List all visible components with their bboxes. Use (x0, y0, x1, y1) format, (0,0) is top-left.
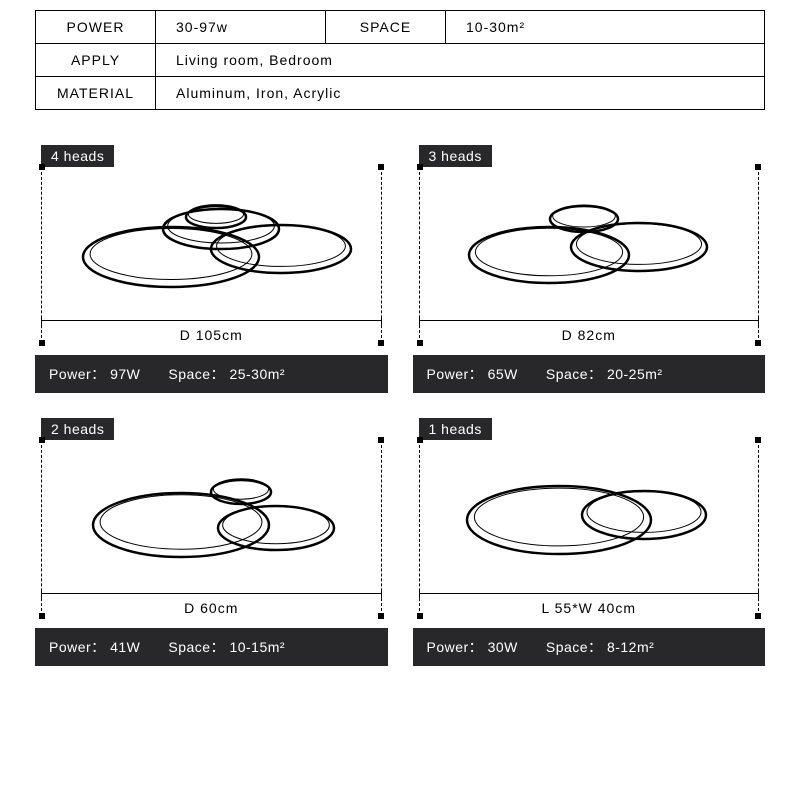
heads-badge: 4 heads (41, 145, 114, 167)
spec-table: POWER 30-97w SPACE 10-30m² APPLY Living … (35, 10, 765, 110)
dimension-line (419, 320, 760, 321)
diagram-box: D 60cm (35, 438, 388, 628)
power-info: Power： 97W (49, 364, 140, 384)
heads-badge: 1 heads (419, 418, 492, 440)
table-row: MATERIAL Aluminum, Iron, Acrylic (36, 77, 765, 110)
dimension-line (41, 320, 382, 321)
variant-card: 1 heads L 55*W 40cm Power： 30W Space： 8-12m… (413, 418, 766, 666)
space-info: Space： 25-30m² (168, 364, 285, 384)
table-row: POWER 30-97w SPACE 10-30m² (36, 11, 765, 44)
spec-label-apply: APPLY (36, 44, 156, 77)
spec-label-material: MATERIAL (36, 77, 156, 110)
variants-grid: 4 heads D 105cm Power： 97W Space： 25-30m² 3 … (35, 145, 765, 666)
power-info: Power： 41W (49, 637, 140, 657)
info-bar: Power： 30W Space： 8-12m² (413, 628, 766, 666)
info-bar: Power： 65W Space： 20-25m² (413, 355, 766, 393)
spec-value-space: 10-30m² (446, 11, 765, 44)
spec-label-power: POWER (36, 11, 156, 44)
dimension-label: D 82cm (413, 327, 766, 343)
dimension-label: L 55*W 40cm (413, 600, 766, 616)
spec-label-space: SPACE (326, 11, 446, 44)
ring-illustration (413, 450, 766, 570)
heads-badge: 2 heads (41, 418, 114, 440)
info-bar: Power： 97W Space： 25-30m² (35, 355, 388, 393)
heads-badge: 3 heads (419, 145, 492, 167)
ring-illustration (35, 450, 388, 570)
variant-card: 4 heads D 105cm Power： 97W Space： 25-30m² (35, 145, 388, 393)
variant-card: 2 heads D 60cm Power： 41W Space： 10-15m² (35, 418, 388, 666)
spec-value-power: 30-97w (156, 11, 326, 44)
dimension-line (419, 593, 760, 594)
spec-value-apply: Living room, Bedroom (156, 44, 765, 77)
spec-value-material: Aluminum, Iron, Acrylic (156, 77, 765, 110)
ring-illustration (35, 177, 388, 297)
dimension-label: D 105cm (35, 327, 388, 343)
info-bar: Power： 41W Space： 10-15m² (35, 628, 388, 666)
dimension-label: D 60cm (35, 600, 388, 616)
space-info: Space： 8-12m² (546, 637, 654, 657)
power-info: Power： 30W (427, 637, 518, 657)
variant-card: 3 heads D 82cm Power： 65W Space： 20-25m² (413, 145, 766, 393)
table-row: APPLY Living room, Bedroom (36, 44, 765, 77)
diagram-box: D 82cm (413, 165, 766, 355)
space-info: Space： 10-15m² (168, 637, 285, 657)
space-info: Space： 20-25m² (546, 364, 663, 384)
diagram-box: D 105cm (35, 165, 388, 355)
power-info: Power： 65W (427, 364, 518, 384)
ring-illustration (413, 177, 766, 297)
dimension-line (41, 593, 382, 594)
diagram-box: L 55*W 40cm (413, 438, 766, 628)
